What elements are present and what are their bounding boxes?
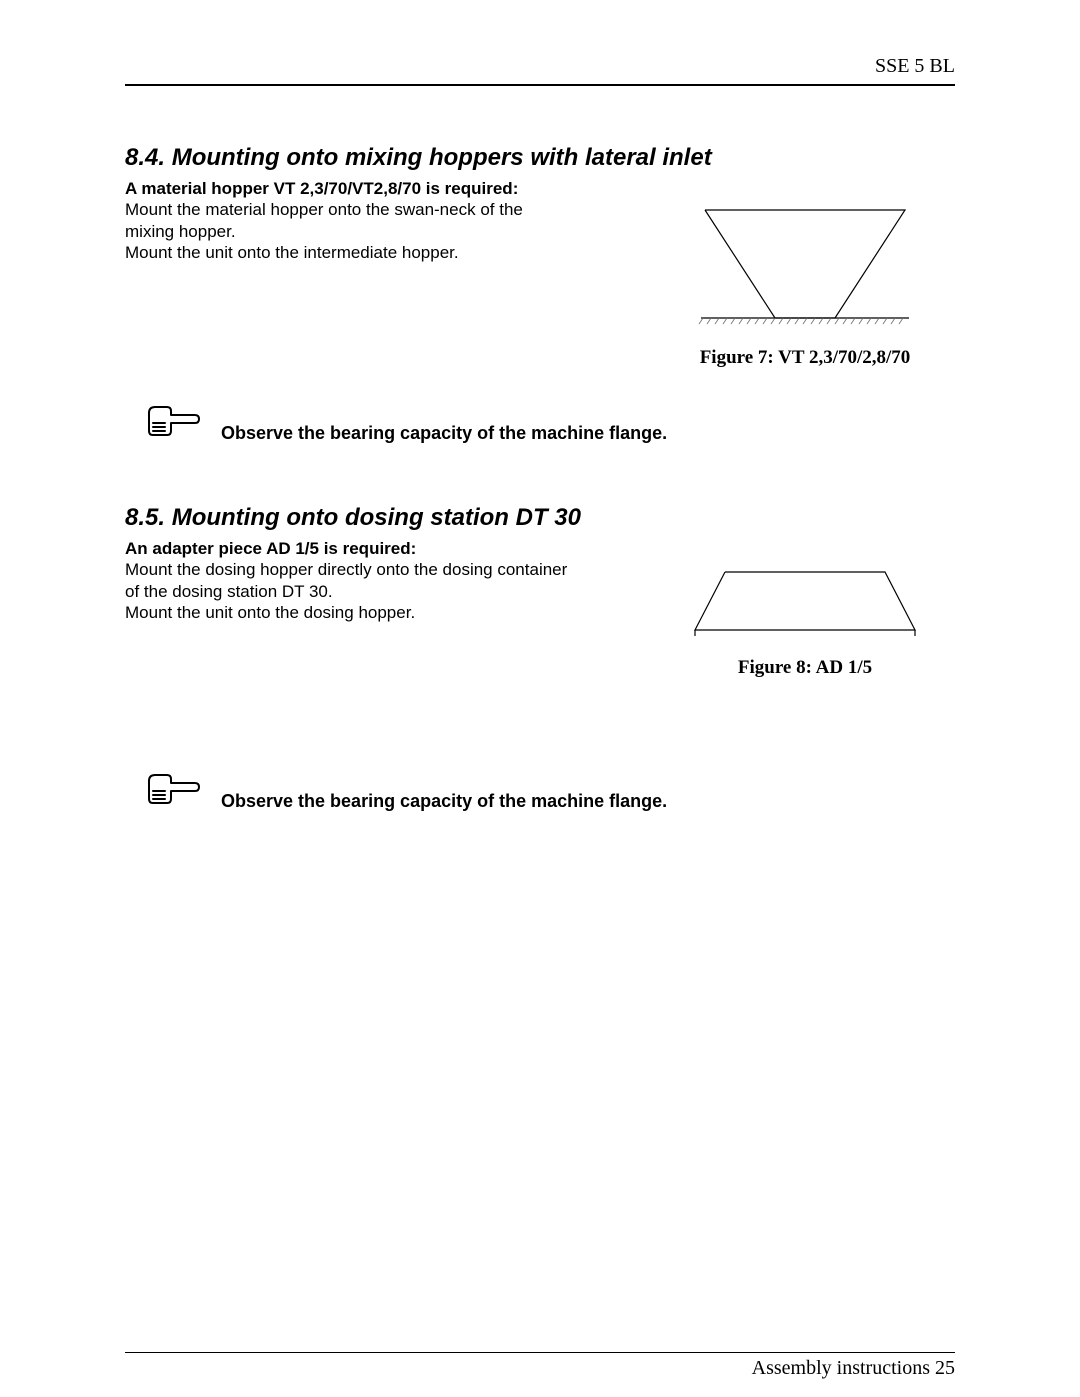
section-8-4-line3: Mount the unit onto the intermediate hop… (125, 243, 459, 262)
doc-id: SSE 5 BL (875, 55, 955, 77)
figure-7-diagram (695, 200, 915, 328)
figure-8-diagram (685, 562, 925, 638)
section-8-5-line1: Mount the dosing hopper directly onto th… (125, 560, 567, 579)
footer-text: Assembly instructions 25 (752, 1357, 955, 1379)
page-footer: Assembly instructions 25 (125, 1352, 955, 1379)
note-8-5-text: Observe the bearing capacity of the mach… (221, 791, 667, 814)
section-8-5-line2: of the dosing station DT 30. (125, 582, 333, 601)
pointing-hand-icon (143, 401, 213, 446)
section-8-4: 8.4. Mounting onto mixing hoppers with l… (125, 144, 955, 446)
note-8-4-text: Observe the bearing capacity of the mach… (221, 423, 667, 446)
section-8-4-required: A material hopper VT 2,3/70/VT2,8/70 is … (125, 178, 575, 199)
pointing-hand-icon (143, 769, 213, 814)
note-8-5: Observe the bearing capacity of the mach… (125, 769, 955, 814)
figure-7-caption: Figure 7: VT 2,3/70/2,8/70 (655, 347, 955, 369)
section-8-4-line1: Mount the material hopper onto the swan-… (125, 200, 523, 219)
page-header: SSE 5 BL (125, 55, 955, 86)
section-8-5-required: An adapter piece AD 1/5 is required: (125, 538, 575, 559)
section-8-5: 8.5. Mounting onto dosing station DT 30 … (125, 504, 955, 814)
section-8-4-line2: mixing hopper. (125, 222, 236, 241)
section-8-4-heading: 8.4. Mounting onto mixing hoppers with l… (125, 144, 955, 172)
section-8-5-line3: Mount the unit onto the dosing hopper. (125, 603, 415, 622)
note-8-4: Observe the bearing capacity of the mach… (125, 401, 955, 446)
figure-8-caption: Figure 8: AD 1/5 (655, 657, 955, 679)
section-8-5-heading: 8.5. Mounting onto dosing station DT 30 (125, 504, 955, 532)
